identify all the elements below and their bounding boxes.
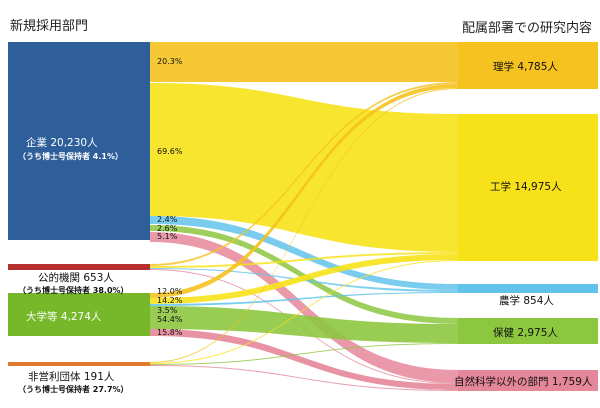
link-company-health	[150, 225, 458, 324]
link-public-engineering	[150, 252, 458, 268]
target-label-health: 保健 2,975人	[493, 326, 558, 339]
pct-university-engineering: 14.2%	[157, 296, 183, 305]
target-node-engineering[interactable]	[458, 114, 598, 261]
source-sub-nonprofit: （うち博士号保持者 27.7%）	[18, 384, 129, 394]
link-university-agriculture	[150, 292, 458, 306]
link-university-other	[150, 329, 458, 390]
source-label-public: 公的機関 653人	[38, 271, 114, 284]
link-nonprofit-health	[150, 343, 458, 365]
target-node-agriculture[interactable]	[458, 284, 598, 293]
link-company-agriculture	[150, 216, 458, 290]
link-company-science	[150, 42, 458, 82]
target-node-other[interactable]	[458, 370, 598, 391]
target-label-engineering: 工学 14,975人	[490, 180, 562, 193]
target-label-other: 自然科学以外の部門 1,759人	[454, 375, 593, 388]
link-university-engineering	[150, 254, 458, 304]
target-label-agriculture: 農学 854人	[499, 294, 554, 307]
source-node-nonprofit[interactable]	[8, 362, 150, 366]
source-sub-company: （うち博士号保持者 4.1%）	[18, 151, 123, 161]
right-header: 配属部署での研究内容	[462, 20, 592, 36]
links-layer	[150, 42, 458, 391]
source-node-public[interactable]	[8, 264, 150, 270]
link-company-engineering	[150, 83, 458, 252]
link-company-other	[150, 232, 458, 383]
pct-university-health: 54.4%	[157, 315, 183, 324]
pct-company-agriculture: 2.4%	[157, 215, 178, 224]
target-label-science: 理学 4,785人	[493, 60, 558, 73]
source-node-company[interactable]	[8, 42, 150, 240]
pct-company-science: 20.3%	[157, 57, 183, 66]
pct-university-other: 15.8%	[157, 328, 183, 337]
link-university-health	[150, 306, 458, 343]
pct-university-agriculture: 3.5%	[157, 306, 178, 315]
source-sub-public: （うち博士号保持者 38.0%）	[18, 285, 129, 295]
source-label-nonprofit: 非営利団体 191人	[28, 370, 115, 383]
pct-university-science: 12.0%	[157, 287, 183, 296]
pct-company-other: 5.1%	[157, 232, 178, 241]
target-node-science[interactable]	[458, 42, 598, 89]
source-label-university: 大学等 4,274人	[26, 310, 102, 323]
target-node-health[interactable]	[458, 318, 598, 344]
source-node-university[interactable]	[8, 293, 150, 336]
left-header: 新規採用部門	[10, 18, 88, 34]
link-nonprofit-other	[150, 365, 458, 391]
pct-company-health: 2.6%	[157, 224, 178, 233]
source-label-company: 企業 20,230人	[26, 136, 98, 149]
pct-company-engineering: 69.6%	[157, 147, 183, 156]
